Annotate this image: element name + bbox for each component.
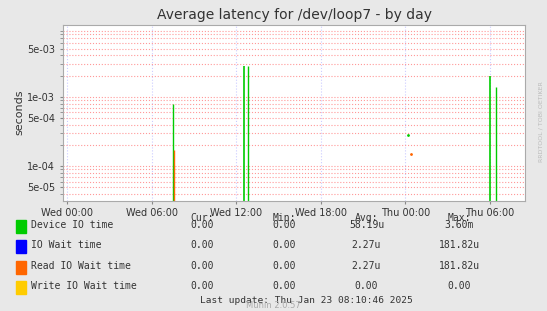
Text: 0.00: 0.00 <box>273 261 296 271</box>
Text: Munin 2.0.57: Munin 2.0.57 <box>246 301 301 310</box>
Text: 0.00: 0.00 <box>191 281 214 291</box>
Text: Device IO time: Device IO time <box>31 220 113 230</box>
Text: 0.00: 0.00 <box>191 220 214 230</box>
Text: IO Wait time: IO Wait time <box>31 240 101 250</box>
Text: 2.27u: 2.27u <box>352 240 381 250</box>
Text: 58.19u: 58.19u <box>349 220 384 230</box>
Title: Average latency for /dev/loop7 - by day: Average latency for /dev/loop7 - by day <box>156 8 432 22</box>
Text: 0.00: 0.00 <box>273 220 296 230</box>
Text: 181.82u: 181.82u <box>439 240 480 250</box>
Text: 2.27u: 2.27u <box>352 261 381 271</box>
Text: Last update: Thu Jan 23 08:10:46 2025: Last update: Thu Jan 23 08:10:46 2025 <box>200 296 412 305</box>
Text: RRDTOOL / TOBI OETIKER: RRDTOOL / TOBI OETIKER <box>538 81 543 162</box>
Y-axis label: seconds: seconds <box>14 90 25 136</box>
Text: 181.82u: 181.82u <box>439 261 480 271</box>
Text: 0.00: 0.00 <box>191 261 214 271</box>
Text: Write IO Wait time: Write IO Wait time <box>31 281 136 291</box>
Text: 0.00: 0.00 <box>191 240 214 250</box>
Text: Cur:: Cur: <box>191 213 214 223</box>
Text: 0.00: 0.00 <box>448 281 471 291</box>
Text: 3.60m: 3.60m <box>445 220 474 230</box>
Text: 0.00: 0.00 <box>273 281 296 291</box>
Text: Read IO Wait time: Read IO Wait time <box>31 261 131 271</box>
Text: 0.00: 0.00 <box>273 240 296 250</box>
Text: 0.00: 0.00 <box>355 281 378 291</box>
Text: Avg:: Avg: <box>355 213 378 223</box>
Text: Max:: Max: <box>448 213 471 223</box>
Text: Min:: Min: <box>273 213 296 223</box>
